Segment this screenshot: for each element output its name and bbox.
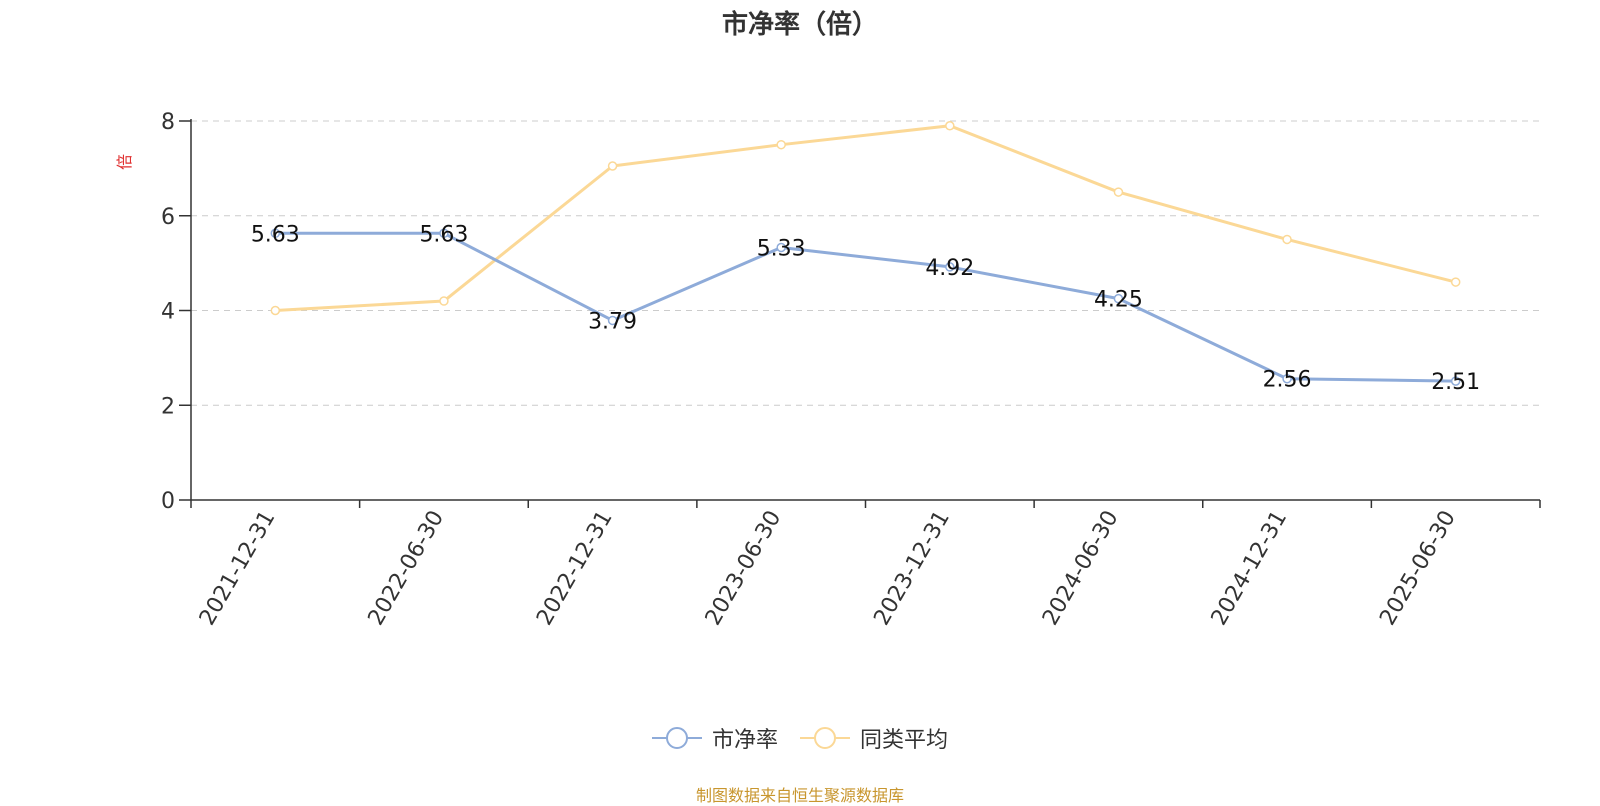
series-1-point-6 [1282, 373, 1292, 384]
source-note: 制图数据来自恒生聚源数据库 [695, 786, 904, 805]
series-1-point-2 [607, 315, 618, 326]
x-tick-label-2: 2022-12-31 [532, 507, 618, 630]
label-layer: 5.63 5.63 3.79 5.33 4.92 4.25 2.56 2.51 [251, 222, 1480, 395]
legend: 市净率 同类平均 [0, 722, 1600, 754]
data-label-1: 5.63 [419, 222, 468, 247]
y-tick-label-0: 0 [161, 489, 175, 514]
x-tick-label-6: 2024-12-31 [1207, 507, 1293, 630]
series-1-point-7 [1450, 376, 1461, 386]
series-2-point-6 [1282, 234, 1292, 245]
legend-item-series-1[interactable]: 市净率 [651, 722, 778, 754]
series-line-2 [275, 124, 1457, 312]
y-tick-label-1: 2 [161, 394, 175, 419]
data-label-6: 2.56 [1263, 368, 1312, 393]
series-2-point-0 [270, 305, 281, 316]
x-tick-label-1: 2022-06-30 [364, 507, 450, 630]
x-tick-label-7: 2025-06-30 [1375, 507, 1461, 630]
data-label-0: 5.63 [251, 222, 300, 247]
series-2-point-1 [439, 296, 449, 306]
x-tick-label-3: 2023-06-30 [701, 507, 787, 630]
axis-layer: 0 2 4 6 8 倍 2021-12-31 2022-06-30 2022-12-31 2023… [115, 110, 1541, 630]
data-label-5: 4.25 [1094, 288, 1143, 313]
legend-label-series-2: 同类平均 [860, 728, 949, 753]
legend-label-series-1: 市净率 [711, 728, 778, 753]
series-2-point-3 [776, 139, 786, 150]
x-tick-label-5: 2024-06-30 [1038, 507, 1124, 630]
chart-title: 市净率（倍） [721, 10, 878, 40]
y-tick-label-3: 6 [161, 205, 175, 230]
series-1-point-1 [439, 228, 449, 239]
x-tick-label-0: 2021-12-31 [195, 507, 281, 630]
series-2-point-4 [945, 120, 955, 131]
data-label-4: 4.92 [925, 256, 974, 281]
grid-layer [191, 120, 1540, 406]
y-tick-label-2: 4 [161, 300, 175, 325]
y-axis-label: 倍 [115, 154, 134, 170]
legend-item-series-2[interactable]: 同类平均 [800, 722, 948, 754]
series-2-point-2 [607, 161, 618, 171]
series-1-point-0 [270, 228, 281, 239]
legend-marker-series-2 [800, 727, 850, 749]
series-2-point-7 [1450, 277, 1461, 287]
data-label-7: 2.51 [1431, 370, 1480, 395]
x-tick-label-4: 2023-12-31 [869, 507, 955, 630]
y-tick-label-4: 8 [161, 110, 175, 135]
series-line-1 [275, 231, 1456, 383]
data-label-3: 5.33 [757, 236, 806, 261]
data-label-2: 3.79 [588, 309, 637, 334]
series-1-point-5 [1113, 293, 1124, 304]
series-1-point-3 [776, 242, 786, 253]
series-1-point-4 [945, 262, 955, 272]
series-layer [270, 120, 1461, 386]
legend-marker-series-1 [651, 727, 702, 749]
series-2-point-5 [1113, 187, 1124, 197]
